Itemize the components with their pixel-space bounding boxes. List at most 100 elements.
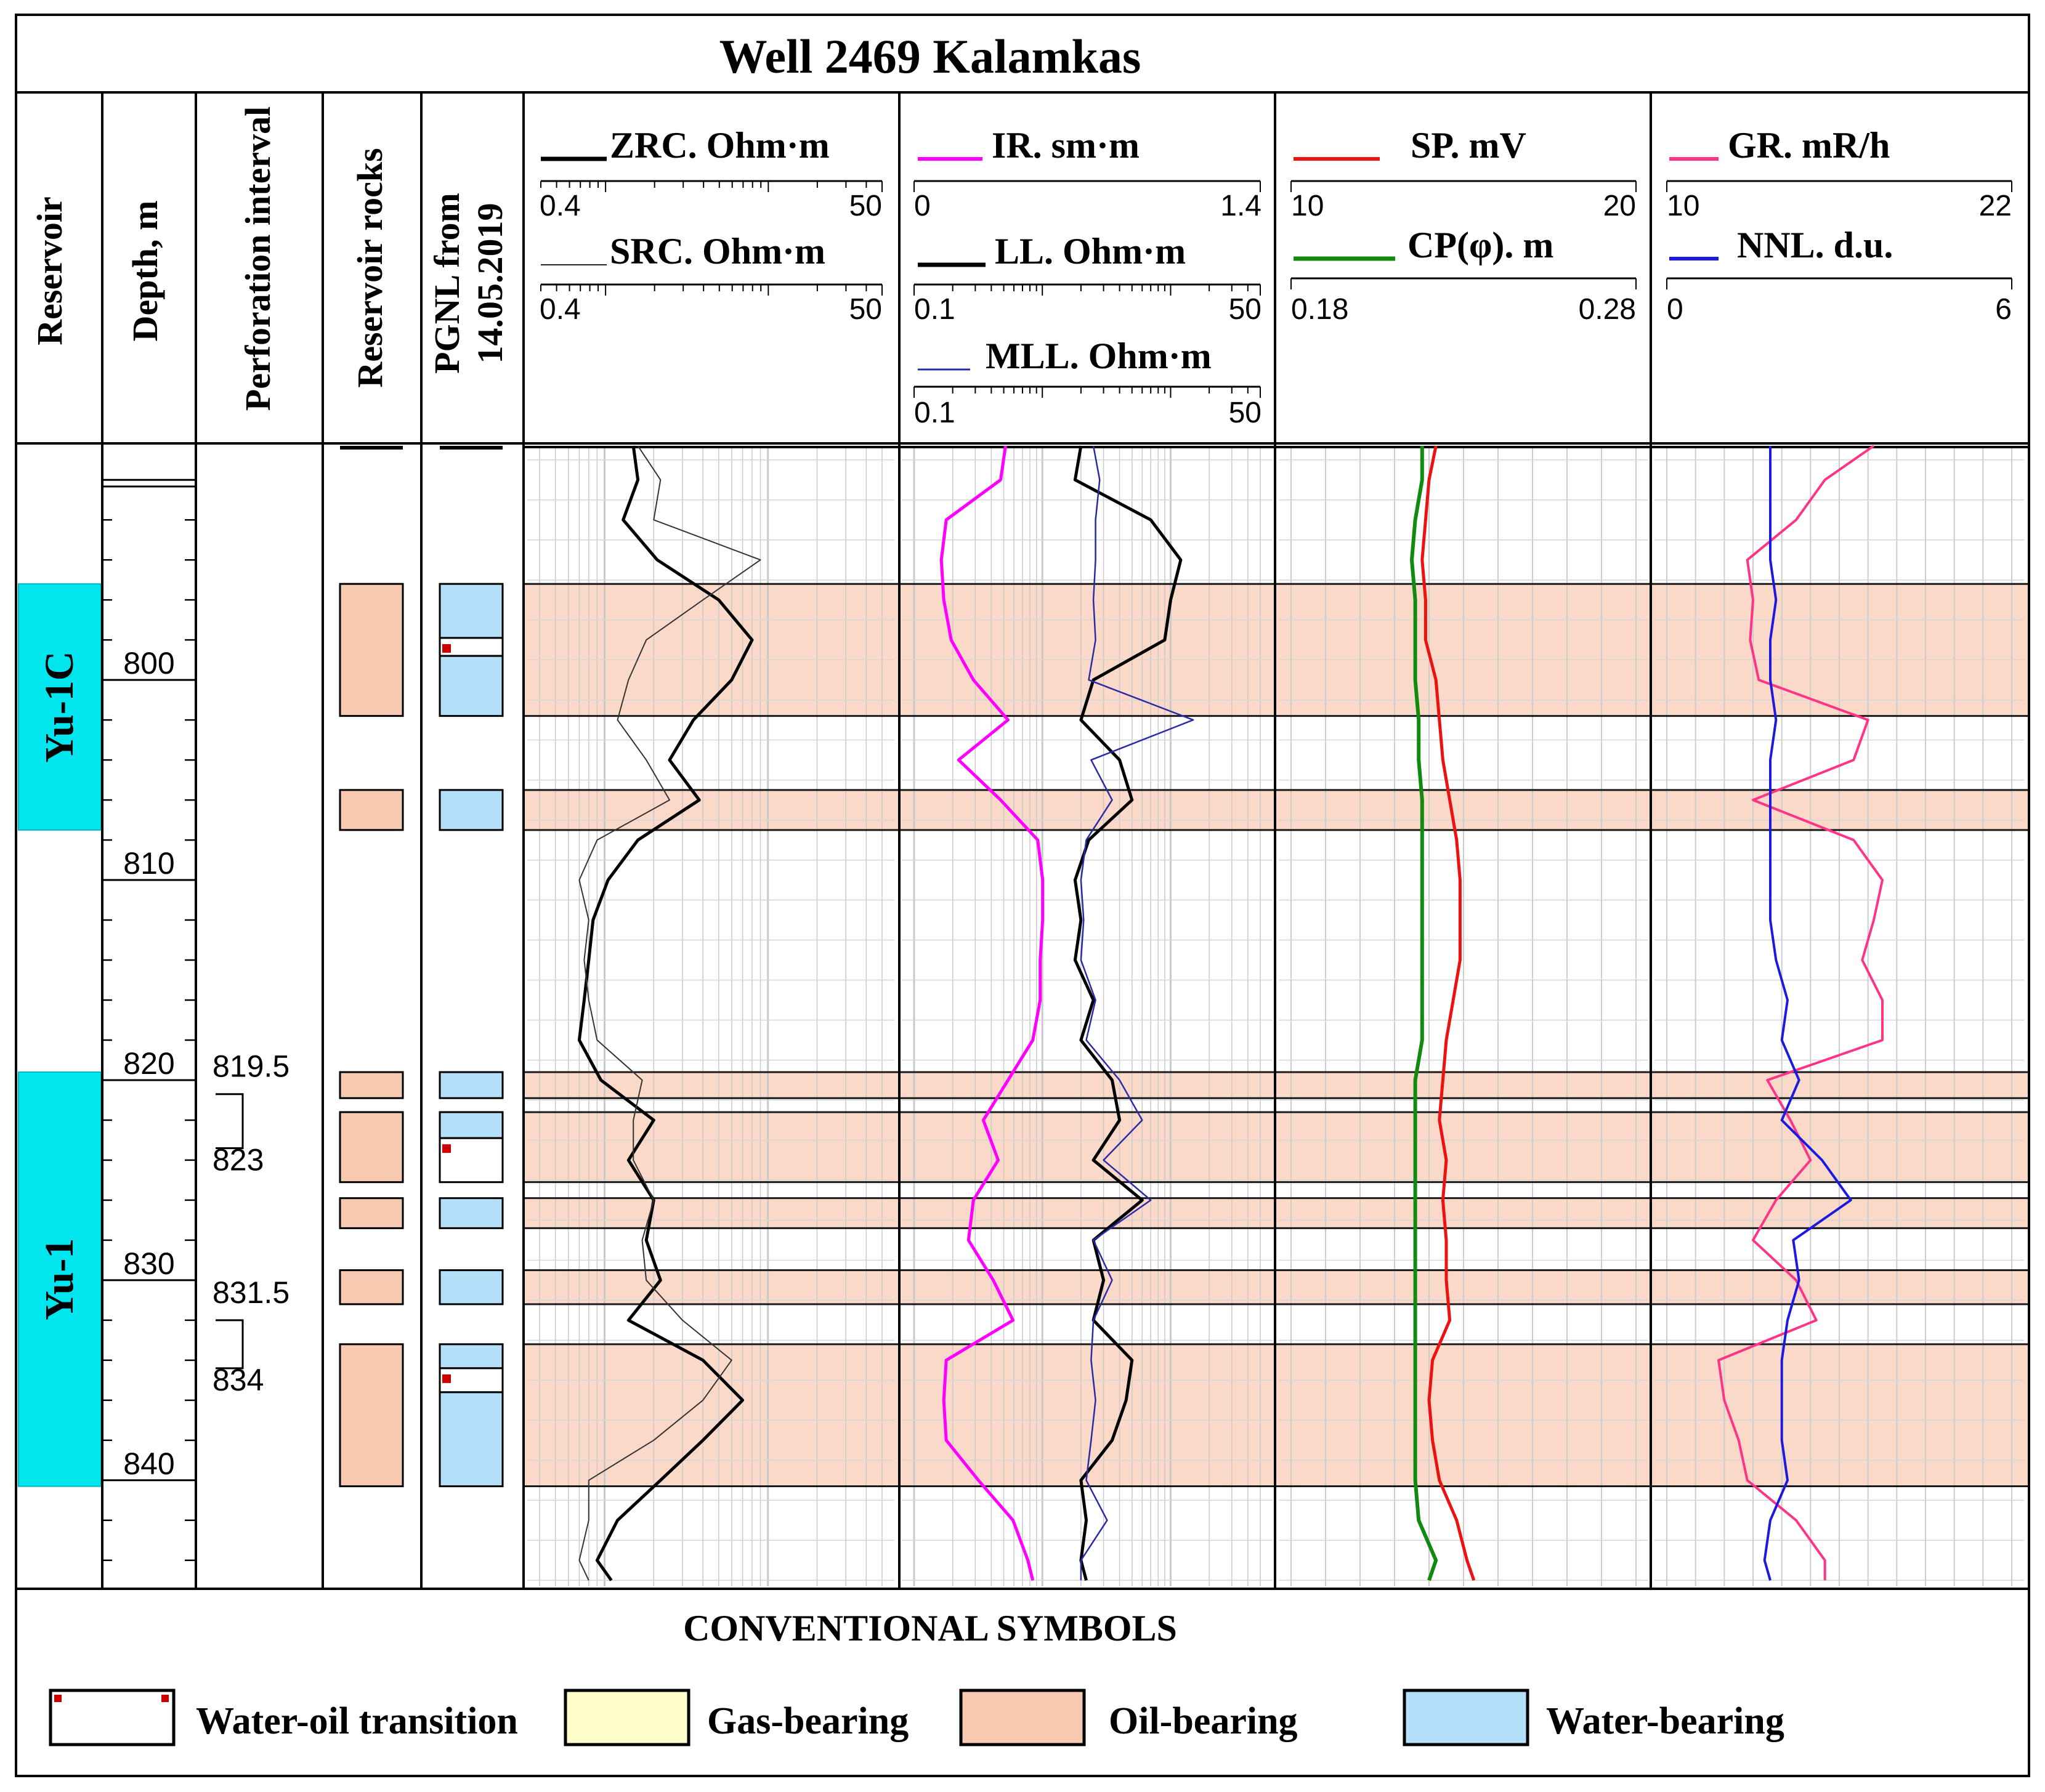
src-title: SRC. Ohm·m xyxy=(610,231,825,272)
reservoir-rocks-track xyxy=(339,446,404,1488)
zone-2-box xyxy=(18,1071,102,1487)
rock-block-1 xyxy=(339,583,404,717)
pgnl-segment-1-1 xyxy=(439,583,504,639)
grid-track-1 xyxy=(527,446,894,1586)
legend-marker xyxy=(161,1695,169,1702)
ll-title: LL. Ohm·m xyxy=(995,231,1186,272)
column-dividers xyxy=(16,92,2029,1590)
ticks-cp xyxy=(1290,278,1637,289)
zone-1-label: Yu-1C xyxy=(37,652,82,763)
rock-block-6 xyxy=(339,1269,404,1306)
pgnl-segment-2-1 xyxy=(439,789,504,831)
rock-block-2 xyxy=(339,789,404,831)
depth-label: 800 xyxy=(123,646,174,680)
pgnl-segment-7-3 xyxy=(439,1391,504,1488)
curve-src xyxy=(578,445,761,1581)
curve-zrc xyxy=(577,445,754,1581)
legend-label: Water-bearing xyxy=(1546,1700,1784,1742)
depth-label: 810 xyxy=(123,846,174,881)
nnl-title: NNL. d.u. xyxy=(1737,225,1893,265)
ir-scale-min: 0 xyxy=(914,190,931,222)
perforation-2: 831.5 834 xyxy=(213,1275,290,1397)
ir-title: IR. sm·m xyxy=(992,125,1140,166)
ticks-gr xyxy=(1666,181,2012,192)
mll-scale-min: 0.1 xyxy=(914,397,955,429)
legend-swatch xyxy=(49,1689,176,1746)
ticks-nnl xyxy=(1666,278,2012,289)
curve-cp xyxy=(1410,446,1438,1581)
cp-title: CP(φ). m xyxy=(1407,225,1553,265)
ll-scale-max: 50 xyxy=(1229,293,1261,326)
transition-marker xyxy=(442,1374,451,1383)
legend-marker xyxy=(54,1695,62,1702)
cp-scale-min: 0.18 xyxy=(1291,293,1348,326)
curve-header-ll: LL. Ohm·m 0.1 50 xyxy=(914,231,1261,326)
sp-scale-min: 10 xyxy=(1291,190,1324,222)
perforation-bottom-label: 834 xyxy=(213,1363,264,1397)
depth-label: 830 xyxy=(123,1246,174,1281)
legend-heading: CONVENTIONAL SYMBOLS xyxy=(683,1608,1177,1649)
cp-scale-max: 0.28 xyxy=(1579,293,1636,326)
zrc-scale-min: 0.4 xyxy=(540,190,581,222)
curve-header-nnl: NNL. d.u. 0 6 xyxy=(1667,225,2012,326)
legend-label: Gas-bearing xyxy=(707,1700,909,1742)
transition-marker xyxy=(442,1144,451,1153)
rock-block-5 xyxy=(339,1197,404,1229)
track-grids xyxy=(527,446,2024,1586)
depth-label: 820 xyxy=(123,1046,174,1081)
header-pgnl-line2: 14.05.2019 xyxy=(470,203,510,364)
nnl-scale-min: 0 xyxy=(1667,293,1683,326)
rock-stub xyxy=(340,446,403,450)
depth-track: 800 810 820 830 840 xyxy=(102,478,196,1562)
zrc-scale-max: 50 xyxy=(849,190,882,222)
pgnl-segment-4-1 xyxy=(439,1111,504,1139)
src-scale-max: 50 xyxy=(849,293,882,326)
sp-scale-max: 20 xyxy=(1603,190,1636,222)
scale-ticks xyxy=(540,181,2012,398)
mll-title: MLL. Ohm·m xyxy=(986,336,1212,376)
legend-item-3: Oil-bearing xyxy=(959,1689,1298,1746)
zone-2-label: Yu-1 xyxy=(37,1238,82,1320)
reservoir-zones: Yu-1C Yu-1 xyxy=(18,583,102,1487)
curve-header-cp: CP(φ). m 0.18 0.28 xyxy=(1291,225,1636,326)
perforation-track: 819.5 823 831.5 834 xyxy=(213,1049,290,1397)
ticks-zrc xyxy=(540,181,883,192)
perforation-top-label: 819.5 xyxy=(213,1049,290,1084)
figure-title: Well 2469 Kalamkas xyxy=(719,30,1141,83)
header-pgnl-line1: PGNL from xyxy=(427,193,467,374)
perforation-bottom-label: 823 xyxy=(213,1142,264,1177)
curve-header-src: SRC. Ohm·m 0.4 50 xyxy=(540,231,882,326)
sp-title: SP. mV xyxy=(1411,125,1526,166)
curve-header-ir: IR. sm·m 0 1.4 xyxy=(914,125,1261,222)
curve-ll xyxy=(1073,445,1183,1581)
rock-block-3 xyxy=(339,1071,404,1099)
curve-ir xyxy=(939,445,1045,1581)
curve-sp xyxy=(1420,445,1476,1581)
ir-scale-max: 1.4 xyxy=(1220,190,1261,222)
legend-item-4: Water-bearing xyxy=(1403,1689,1784,1746)
ticks-sp xyxy=(1290,181,1637,192)
header-reservoir: Reservoir xyxy=(30,196,70,345)
legend-item-2: Gas-bearing xyxy=(564,1689,909,1746)
ticks-ir xyxy=(913,181,1261,192)
rock-block-7 xyxy=(339,1343,404,1488)
grid-track-3 xyxy=(1279,446,1648,1586)
zone-1-box xyxy=(18,583,102,831)
perforation-1: 819.5 823 xyxy=(213,1049,290,1177)
pgnl-segment-6-1 xyxy=(439,1269,504,1306)
header-rocks: Reservoir rocks xyxy=(350,148,390,387)
mll-scale-max: 50 xyxy=(1229,397,1261,429)
legend-swatch xyxy=(1403,1689,1529,1746)
curve-header-sp: SP. mV 10 20 xyxy=(1291,125,1636,222)
pgnl-track xyxy=(439,446,504,1488)
pgnl-segment-1-3 xyxy=(439,655,504,717)
ticks-ll xyxy=(913,285,1261,296)
curve-header-zrc: ZRC. Ohm·m 0.4 50 xyxy=(540,125,882,222)
perforation-bracket xyxy=(216,1319,244,1370)
legend-swatch xyxy=(959,1689,1086,1746)
nnl-scale-max: 6 xyxy=(1995,293,2012,326)
legend-item-1: Water-oil transition xyxy=(49,1689,518,1746)
legend: Water-oil transition Gas-bearing Oil-beari… xyxy=(49,1689,1784,1746)
ticks-mll xyxy=(913,387,1261,398)
